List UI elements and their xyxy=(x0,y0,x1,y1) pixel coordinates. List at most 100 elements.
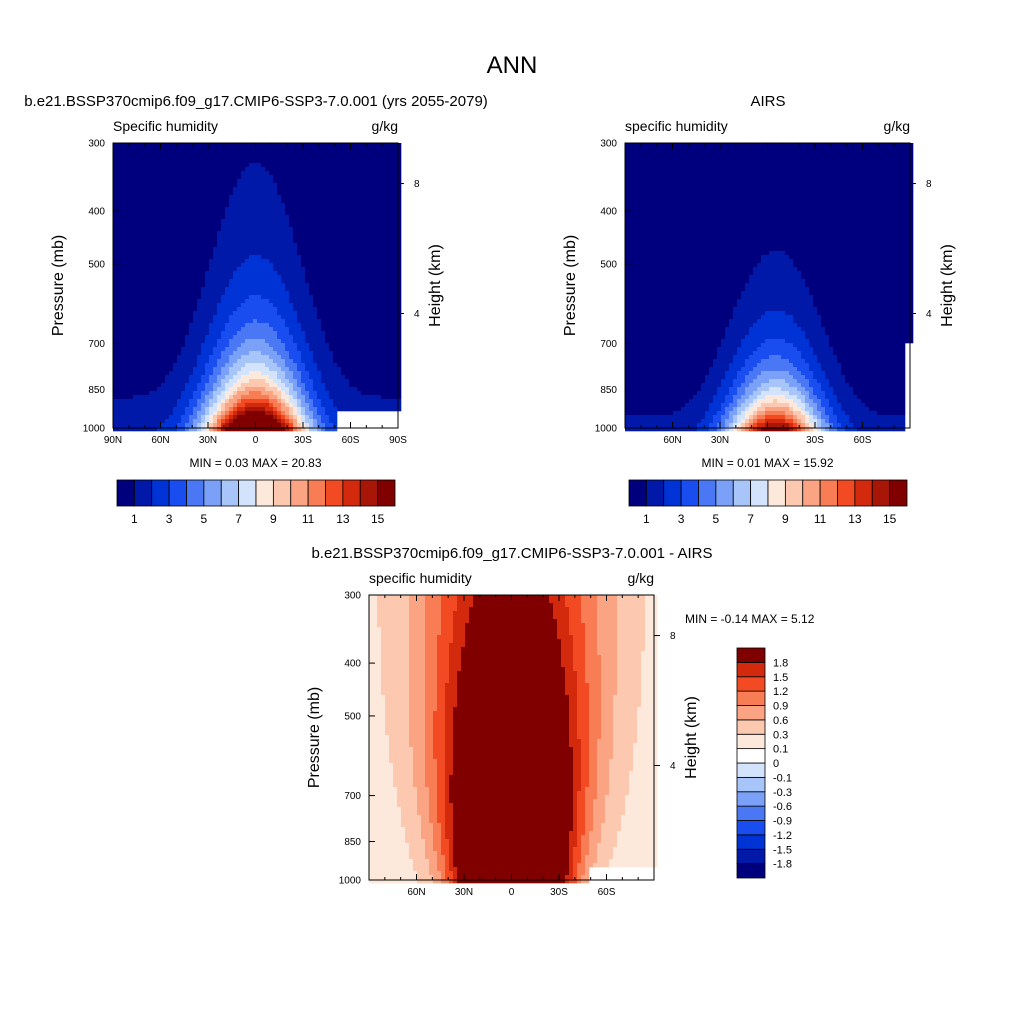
field-cell xyxy=(177,371,182,376)
field-cell xyxy=(141,399,146,404)
field-cell xyxy=(381,339,386,344)
field-cell xyxy=(241,251,246,256)
field-cell xyxy=(141,331,146,336)
field-cell xyxy=(393,219,398,224)
field-cell xyxy=(153,319,158,324)
field-cell xyxy=(229,207,234,212)
field-cell xyxy=(113,223,118,228)
field-cell xyxy=(161,327,166,332)
field-cell xyxy=(269,287,274,292)
field-cell xyxy=(373,155,378,160)
field-cell xyxy=(273,219,278,224)
field-cell xyxy=(389,407,394,412)
field-cell xyxy=(361,359,366,364)
field-cell xyxy=(209,355,214,360)
field-cell xyxy=(357,211,362,216)
field-cell xyxy=(221,415,226,420)
field-cell xyxy=(297,415,302,420)
field-cell xyxy=(265,147,270,152)
field-cell xyxy=(285,171,290,176)
field-cell xyxy=(225,351,230,356)
field-cell xyxy=(265,323,270,328)
field-cell xyxy=(245,315,250,320)
field-cell xyxy=(117,351,122,356)
field-cell xyxy=(133,407,138,412)
field-cell xyxy=(257,155,262,160)
field-cell xyxy=(149,171,154,176)
field-cell xyxy=(333,323,338,328)
field-cell xyxy=(173,223,178,228)
field-cell xyxy=(205,347,210,352)
field-cell xyxy=(349,315,354,320)
field-cell xyxy=(117,223,122,228)
field-cell xyxy=(345,147,350,152)
field-cell xyxy=(181,351,186,356)
field-cell xyxy=(325,251,330,256)
field-cell xyxy=(285,303,290,308)
field-cell xyxy=(129,355,134,360)
field-cell xyxy=(373,327,378,332)
field-cell xyxy=(337,367,342,372)
field-cell xyxy=(373,227,378,232)
field-cell xyxy=(289,247,294,252)
field-cell xyxy=(329,339,334,344)
field-cell xyxy=(201,411,206,416)
field-cell xyxy=(389,339,394,344)
field-cell xyxy=(157,259,162,264)
field-cell xyxy=(217,155,222,160)
field-cell xyxy=(129,283,134,288)
field-cell xyxy=(369,151,374,156)
field-cell xyxy=(157,211,162,216)
field-cell xyxy=(373,315,378,320)
field-cell xyxy=(289,163,294,168)
field-cell xyxy=(277,311,282,316)
field-cell xyxy=(193,327,198,332)
field-cell xyxy=(153,239,158,244)
field-cell xyxy=(209,403,214,408)
field-cell xyxy=(281,415,286,420)
field-cell xyxy=(389,323,394,328)
field-cell xyxy=(241,287,246,292)
field-cell xyxy=(161,215,166,220)
field-cell xyxy=(141,267,146,272)
field-cell xyxy=(369,395,374,400)
field-cell xyxy=(117,155,122,160)
field-cell xyxy=(381,383,386,388)
field-cell xyxy=(373,391,378,396)
field-cell xyxy=(153,307,158,312)
field-cell xyxy=(213,363,218,368)
field-cell xyxy=(325,295,330,300)
field-cell xyxy=(393,259,398,264)
field-cell xyxy=(189,163,194,168)
field-cell xyxy=(329,191,334,196)
field-cell xyxy=(161,227,166,232)
field-cell xyxy=(293,287,298,292)
field-cell xyxy=(153,311,158,316)
field-cell xyxy=(245,163,250,168)
field-cell xyxy=(133,199,138,204)
field-cell xyxy=(297,395,302,400)
field-cell xyxy=(345,395,350,400)
field-cell xyxy=(173,267,178,272)
field-cell xyxy=(353,247,358,252)
field-cell xyxy=(169,383,174,388)
field-cell xyxy=(177,327,182,332)
field-cell xyxy=(301,399,306,404)
field-cell xyxy=(225,203,230,208)
field-cell xyxy=(249,303,254,308)
field-cell xyxy=(173,367,178,372)
field-cell xyxy=(161,375,166,380)
field-cell xyxy=(261,155,266,160)
field-cell xyxy=(365,271,370,276)
field-cell xyxy=(233,255,238,260)
field-cell xyxy=(293,375,298,380)
field-cell xyxy=(173,283,178,288)
field-cell xyxy=(225,343,230,348)
field-cell xyxy=(309,171,314,176)
field-cell xyxy=(161,199,166,204)
field-cell xyxy=(157,303,162,308)
field-cell xyxy=(357,319,362,324)
field-cell xyxy=(297,359,302,364)
field-cell xyxy=(333,155,338,160)
field-cell xyxy=(249,375,254,380)
